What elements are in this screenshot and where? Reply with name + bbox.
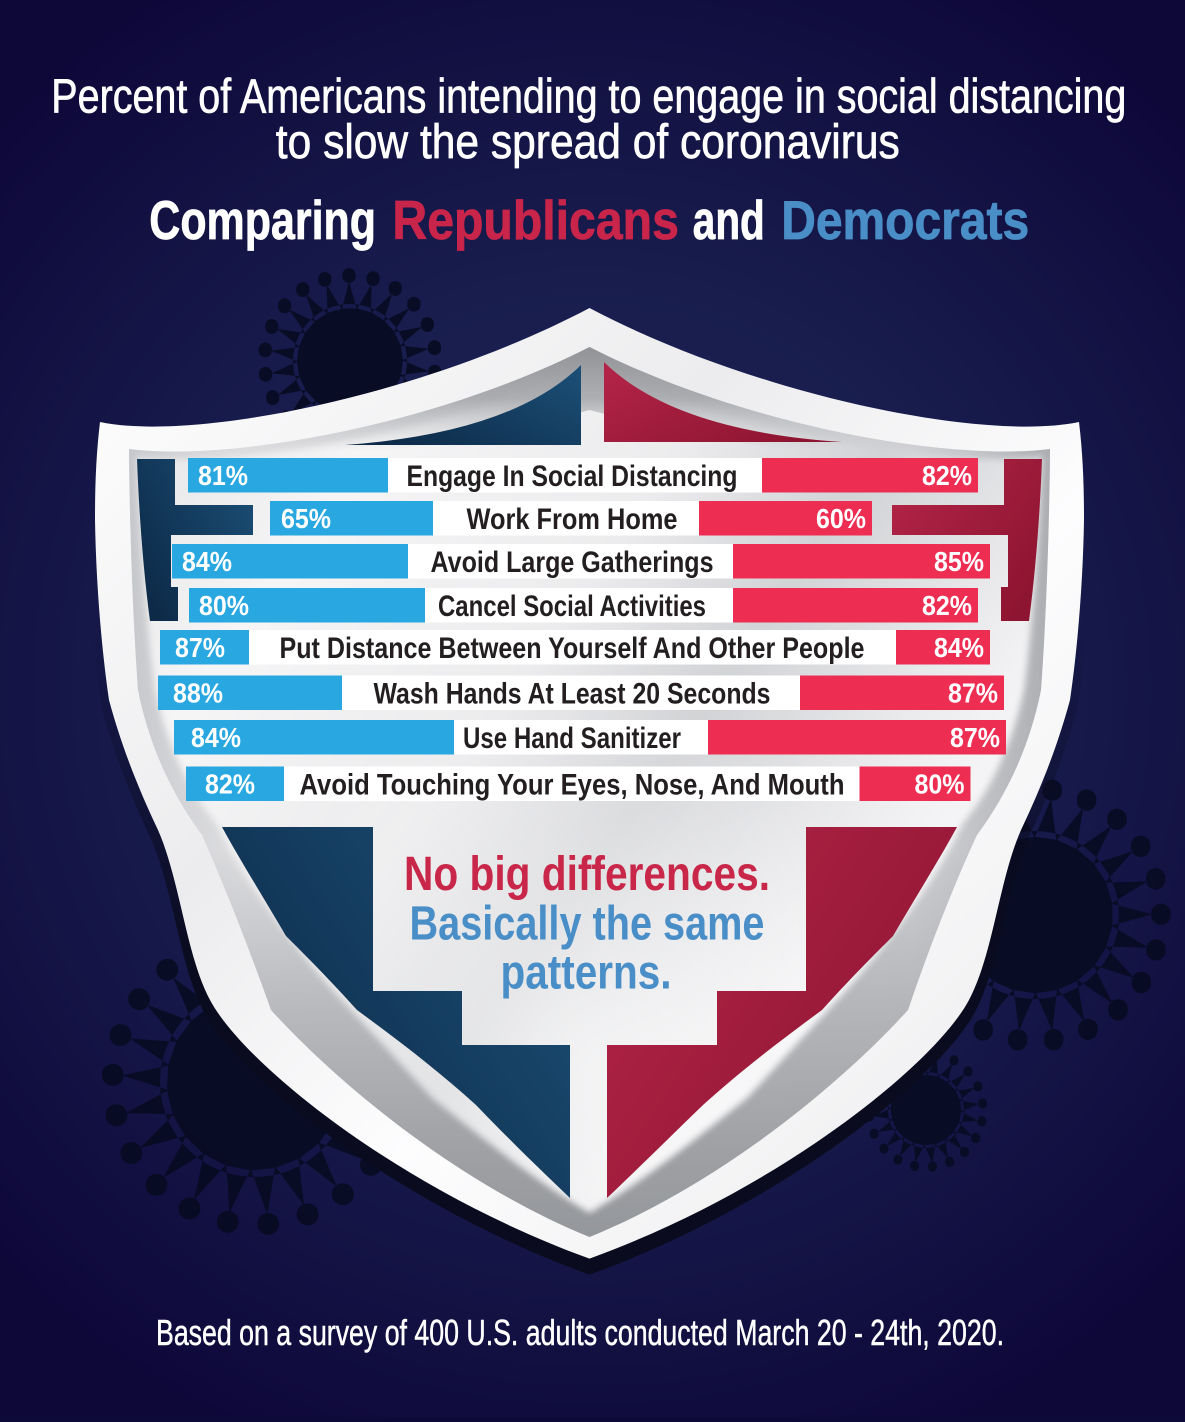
svg-text:Work From Home: Work From Home — [467, 503, 678, 536]
svg-text:65%: 65% — [281, 503, 331, 534]
svg-text:81%: 81% — [198, 460, 248, 491]
svg-text:82%: 82% — [922, 590, 972, 621]
svg-text:82%: 82% — [922, 460, 972, 491]
svg-text:87%: 87% — [950, 722, 1000, 753]
svg-text:Comparing: Comparing — [149, 189, 376, 251]
svg-text:85%: 85% — [934, 546, 984, 577]
svg-text:60%: 60% — [816, 503, 866, 534]
svg-text:87%: 87% — [175, 632, 225, 663]
svg-text:84%: 84% — [191, 722, 241, 753]
svg-text:Engage In Social Distancing: Engage In Social Distancing — [407, 460, 738, 493]
svg-text:Use Hand Sanitizer: Use Hand Sanitizer — [463, 722, 681, 755]
svg-text:84%: 84% — [182, 546, 232, 577]
svg-text:to slow the spread of coronavi: to slow the spread of coronavirus — [276, 116, 900, 169]
svg-text:80%: 80% — [199, 590, 249, 621]
svg-text:88%: 88% — [173, 678, 223, 709]
svg-text:80%: 80% — [915, 769, 965, 800]
svg-text:patterns.: patterns. — [501, 947, 672, 1000]
svg-text:Avoid Large Gatherings: Avoid Large Gatherings — [431, 546, 714, 579]
svg-text:No big differences.: No big differences. — [404, 848, 770, 901]
svg-text:Avoid Touching Your Eyes, Nose: Avoid Touching Your Eyes, Nose, And Mout… — [300, 769, 845, 802]
svg-text:Cancel Social Activities: Cancel Social Activities — [438, 590, 706, 623]
svg-text:and: and — [693, 189, 765, 251]
svg-text:Wash Hands At Least 20 Seconds: Wash Hands At Least 20 Seconds — [374, 678, 771, 711]
svg-text:Republicans: Republicans — [392, 189, 679, 251]
svg-text:87%: 87% — [948, 678, 998, 709]
svg-text:84%: 84% — [934, 632, 984, 663]
svg-text:Based on a survey of 400 U.S.: Based on a survey of 400 U.S. adults con… — [156, 1312, 1004, 1353]
svg-text:Put Distance Between Yourself: Put Distance Between Yourself And Other … — [280, 632, 865, 665]
svg-text:82%: 82% — [205, 769, 255, 800]
svg-text:Democrats: Democrats — [781, 189, 1029, 251]
svg-text:Percent of Americans intending: Percent of Americans intending to engage… — [51, 70, 1126, 123]
svg-text:Basically the same: Basically the same — [410, 898, 765, 951]
